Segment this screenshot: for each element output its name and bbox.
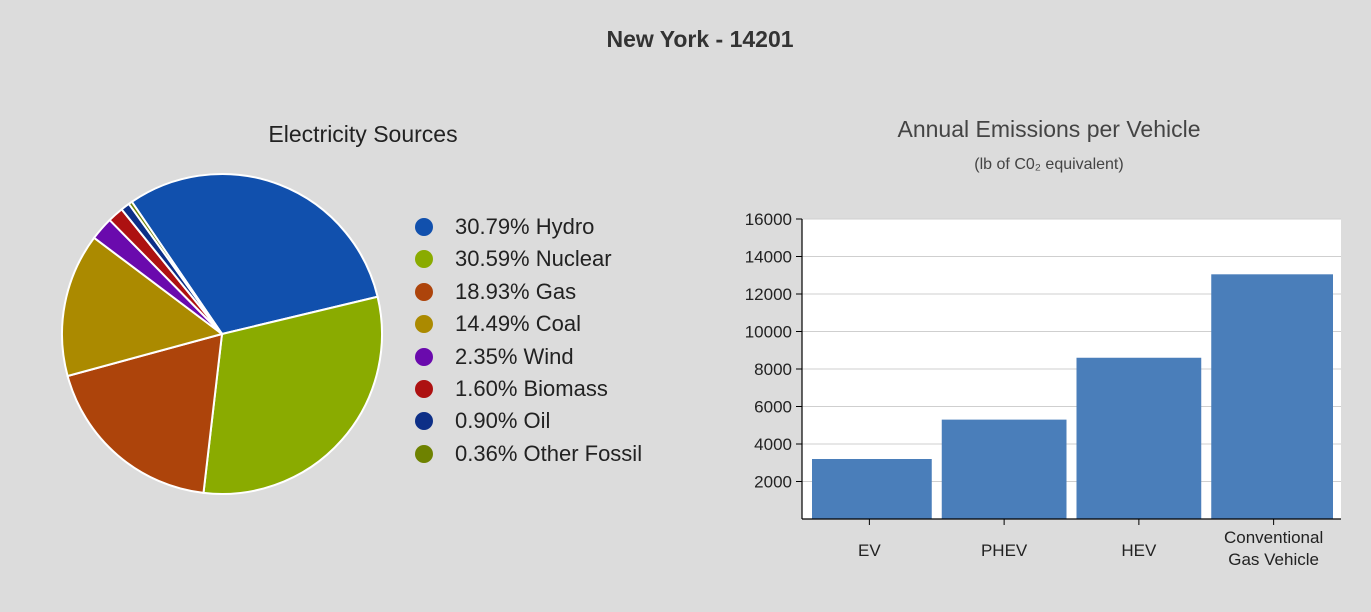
legend-item-nuclear: 30.59% Nuclear xyxy=(415,246,612,272)
y-tick-label: 12000 xyxy=(745,285,792,304)
pie-slice-coal xyxy=(61,236,225,378)
y-tick-label: 2000 xyxy=(754,473,792,492)
legend-item-coal: 14.49% Coal xyxy=(415,311,581,337)
y-tick-label: 6000 xyxy=(754,398,792,417)
legend-swatch xyxy=(415,347,433,366)
legend-swatch xyxy=(415,282,433,301)
x-tick-label: PHEV xyxy=(981,541,1028,560)
legend-label: 0.90% Oil xyxy=(455,408,551,434)
bar-conventional-gas-vehicle xyxy=(1211,274,1333,519)
pie-slice-hydro xyxy=(130,173,379,336)
legend-swatch xyxy=(415,412,433,431)
y-tick-label: 14000 xyxy=(745,248,792,267)
pie-slice-gas xyxy=(66,332,224,495)
legend-swatch xyxy=(415,218,433,236)
legend-swatch xyxy=(415,380,433,398)
legend-label: 1.60% Biomass xyxy=(455,376,608,401)
page-title: New York - 14201 xyxy=(606,26,794,52)
legend-item-gas: 18.93% Gas xyxy=(415,279,576,305)
legend-label: 2.35% Wind xyxy=(455,343,574,369)
pie-chart-title: Electricity Sources xyxy=(268,121,458,147)
legend-swatch xyxy=(415,444,433,463)
legend-item-wind: 2.35% Wind xyxy=(415,344,574,370)
legend-swatch xyxy=(415,250,433,269)
pie-chart xyxy=(61,173,383,495)
legend-item-oil: 0.90% Oil xyxy=(415,408,550,434)
bar-phev xyxy=(941,419,1067,519)
bar-ev xyxy=(812,459,932,519)
y-tick-label: 16000 xyxy=(745,210,792,229)
legend-item-other-fossil: 0.36% Other Fossil xyxy=(415,441,642,467)
y-tick-label: 8000 xyxy=(754,360,792,379)
legend-label: 14.49% Coal xyxy=(455,311,581,337)
legend-label: 18.93% Gas xyxy=(455,278,577,304)
bar-hev xyxy=(1076,357,1202,519)
legend-label: 30.79% Hydro xyxy=(455,214,595,239)
legend-item-hydro: 30.79% Hydro xyxy=(415,214,594,240)
x-tick-label: Conventional Gas Vehicle xyxy=(1224,528,1323,569)
x-tick-label: HEV xyxy=(1121,541,1157,560)
y-tick-label: 4000 xyxy=(754,435,792,454)
bar-chart-subtitle: (lb of C0₂ equivalent) xyxy=(974,156,1124,173)
x-tick-label: EV xyxy=(858,541,881,560)
pie-slice-other-fossil xyxy=(127,200,223,335)
pie-slice-nuclear xyxy=(202,295,383,495)
y-tick-label: 10000 xyxy=(745,323,792,342)
legend-swatch xyxy=(415,315,433,334)
legend-label: 0.36% Other Fossil xyxy=(455,440,643,466)
bar-chart-title: Annual Emissions per Vehicle xyxy=(897,116,1201,142)
legend-item-biomass: 1.60% Biomass xyxy=(415,376,608,402)
legend-label: 30.59% Nuclear xyxy=(455,246,612,272)
